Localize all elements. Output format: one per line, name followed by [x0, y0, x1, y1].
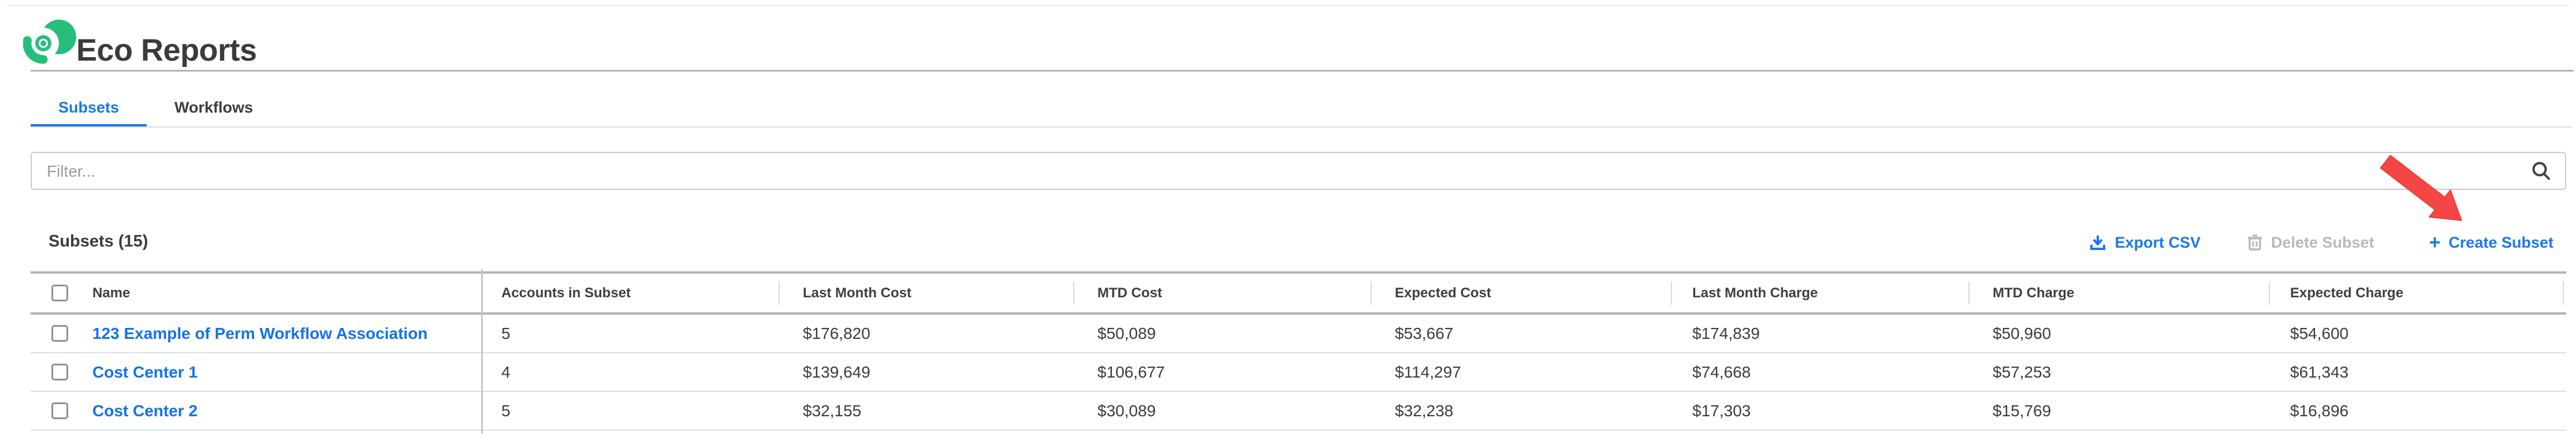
column-header-mtd-cost: MTD Cost [1097, 285, 1162, 301]
last-month-cost-cell: $32,155 [803, 401, 862, 420]
accounts-cell: 5 [501, 401, 511, 420]
window-top-edge [7, 5, 2569, 6]
tab-subsets[interactable]: Subsets [31, 92, 147, 128]
table-row: Cost Center 2 5 $32,155 $30,089 $32,238 … [31, 392, 2566, 431]
table-header-row: Name Accounts in Subset Last Month Cost … [31, 274, 2566, 315]
last-month-charge-cell: $74,668 [1692, 363, 1751, 381]
tab-bar: Subsets Workflows [31, 92, 2573, 128]
toolbar-actions: Export CSV Delete Subset + Create Subset [2089, 231, 2553, 254]
last-month-charge-cell: $17,303 [1692, 401, 1751, 420]
download-icon [2090, 236, 2106, 250]
row-checkbox[interactable] [51, 364, 68, 380]
expected-charge-cell: $16,896 [2290, 401, 2349, 420]
subsets-count-heading: Subsets (15) [49, 232, 148, 251]
tab-bar-underline [31, 126, 2573, 128]
last-month-charge-cell: $174,839 [1692, 324, 1760, 342]
plus-icon: + [2429, 232, 2441, 253]
table-row: 123 Example of Perm Workflow Association… [31, 315, 2566, 353]
eco-reports-logo [23, 20, 76, 64]
create-subset-button[interactable]: + Create Subset [2429, 232, 2553, 253]
subset-name-link[interactable]: 123 Example of Perm Workflow Association [92, 324, 428, 342]
header-divider [31, 70, 2574, 72]
column-header-last-month-cost: Last Month Cost [803, 285, 911, 301]
select-all-checkbox[interactable] [51, 285, 68, 301]
column-header-expected-cost: Expected Cost [1395, 285, 1491, 301]
last-month-cost-cell: $139,649 [803, 363, 870, 381]
export-csv-button[interactable]: Export CSV [2089, 234, 2201, 252]
mtd-cost-cell: $106,677 [1097, 363, 1165, 381]
mtd-cost-cell: $50,089 [1097, 324, 1156, 342]
delete-subset-button[interactable]: Delete Subset [2247, 234, 2374, 252]
subset-name-link[interactable]: Cost Center 2 [92, 401, 198, 420]
mtd-charge-cell: $57,253 [1993, 363, 2052, 381]
name-column-separator [481, 269, 483, 434]
column-header-expected-charge: Expected Charge [2290, 285, 2404, 301]
subset-name-link[interactable]: Cost Center 1 [92, 363, 198, 381]
accounts-cell: 5 [501, 324, 511, 342]
expected-charge-cell: $61,343 [2290, 363, 2349, 381]
expected-cost-cell: $32,238 [1395, 401, 1454, 420]
filter-input[interactable] [46, 154, 2520, 189]
accounts-cell: 4 [501, 363, 511, 381]
column-header-last-month-charge: Last Month Charge [1692, 285, 1818, 301]
subsets-table: Name Accounts in Subset Last Month Cost … [31, 269, 2566, 434]
expected-cost-cell: $53,667 [1395, 324, 1454, 342]
mtd-charge-cell: $50,960 [1993, 324, 2052, 342]
page-title: Eco Reports [76, 33, 257, 68]
column-header-accounts: Accounts in Subset [501, 285, 631, 301]
mtd-charge-cell: $15,769 [1993, 401, 2052, 420]
table-row: Cost Center 1 4 $139,649 $106,677 $114,2… [31, 353, 2566, 392]
export-csv-label: Export CSV [2115, 233, 2201, 251]
row-checkbox[interactable] [51, 402, 68, 419]
create-subset-label: Create Subset [2448, 233, 2553, 251]
filter-box [31, 152, 2566, 190]
search-icon[interactable] [2532, 162, 2551, 181]
table-top-border [31, 271, 2566, 274]
row-checkbox[interactable] [51, 325, 68, 342]
column-header-mtd-charge: MTD Charge [1993, 285, 2075, 301]
delete-subset-label: Delete Subset [2271, 233, 2374, 251]
column-header-name: Name [92, 285, 131, 301]
tab-workflows[interactable]: Workflows [174, 99, 254, 116]
expected-cost-cell: $114,297 [1395, 363, 1461, 381]
mtd-cost-cell: $30,089 [1097, 401, 1156, 420]
last-month-cost-cell: $176,820 [803, 324, 870, 342]
trash-icon [2248, 234, 2262, 251]
expected-charge-cell: $54,600 [2290, 324, 2349, 342]
